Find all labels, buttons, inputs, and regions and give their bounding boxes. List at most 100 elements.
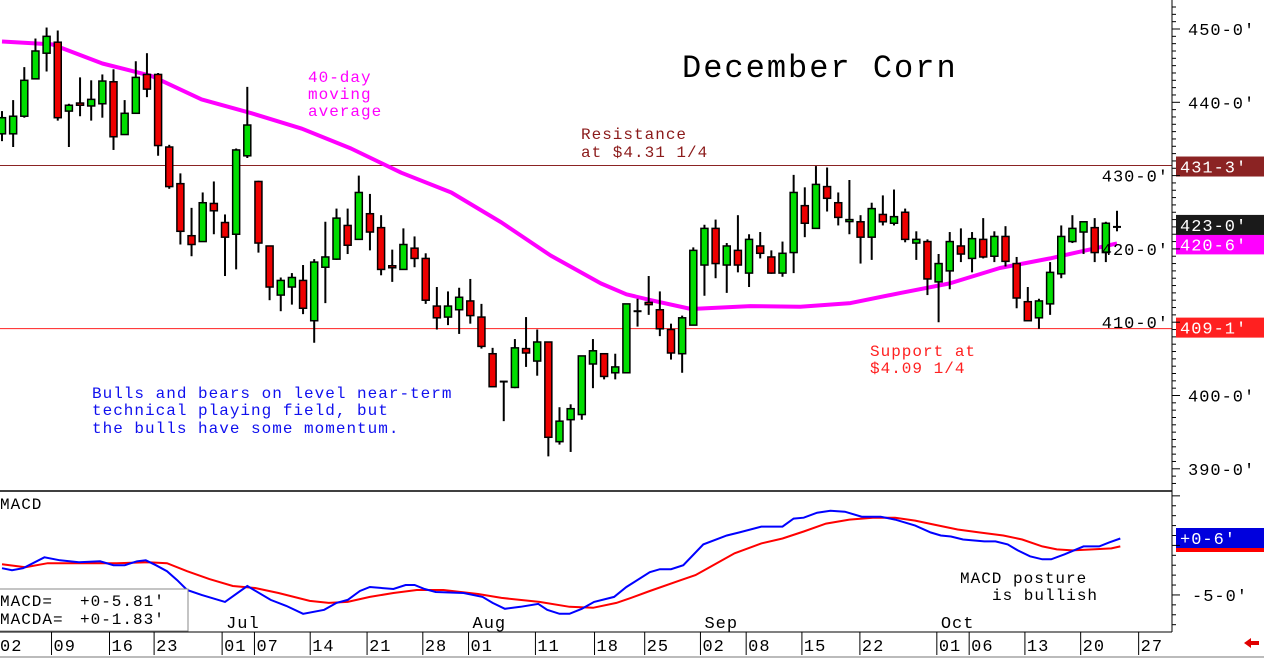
candle-body-down <box>388 265 397 269</box>
moving-average-price-label: 420-6' <box>1180 237 1247 256</box>
candle <box>466 278 475 324</box>
date-tick-label: 06 <box>971 638 993 657</box>
candle-body-down <box>900 211 910 241</box>
commentary-line: the bulls have some momentum. <box>92 420 399 438</box>
candle <box>477 303 486 349</box>
candle-body-up <box>321 256 330 268</box>
candle <box>923 239 932 296</box>
candle-body-up <box>1034 300 1044 319</box>
candle-body-up <box>510 347 520 389</box>
candle <box>755 232 765 259</box>
candle-body-up <box>934 262 943 283</box>
candle-body-up <box>332 217 341 260</box>
candle <box>75 77 85 117</box>
date-tick-label: 02 <box>702 638 724 657</box>
macd-panel-label: MACD <box>0 496 42 514</box>
date-tick-label: 08 <box>748 638 770 657</box>
month-label: Aug <box>473 615 507 634</box>
candle <box>376 215 386 276</box>
candle <box>733 215 743 273</box>
candle <box>309 259 319 343</box>
candle <box>86 80 96 121</box>
moving-average-line <box>1 39 1118 311</box>
candle <box>276 277 285 312</box>
candle-body-down <box>265 245 274 288</box>
candle-body-up <box>532 341 542 362</box>
macd-note-line: is bullish <box>992 587 1098 605</box>
candle-body-up <box>1068 227 1077 243</box>
candle-body-up <box>64 104 74 112</box>
candle <box>64 103 74 148</box>
commentary-line: technical playing field, but <box>92 402 389 420</box>
candle-body-up <box>1045 271 1055 305</box>
candle-body-down <box>410 247 419 260</box>
candle-body-up <box>1057 235 1066 275</box>
scroll-right-arrow-icon[interactable] <box>1244 638 1259 648</box>
candle <box>822 167 832 212</box>
date-tick-label: 02 <box>0 638 22 657</box>
candle <box>700 224 709 296</box>
candle <box>142 53 152 98</box>
candle-body-up <box>309 261 319 322</box>
candle <box>31 38 40 80</box>
candle <box>845 179 854 235</box>
candle <box>544 341 553 457</box>
candle <box>1034 298 1044 329</box>
support-note-line: $4.09 1/4 <box>870 360 965 378</box>
candle-body-down <box>153 73 163 147</box>
candle <box>354 175 364 241</box>
ma-note-line: 40-day <box>308 69 372 87</box>
candle-body-down <box>220 221 230 238</box>
candle <box>666 323 676 360</box>
candle <box>165 144 174 189</box>
date-tick-label: 01 <box>224 638 246 657</box>
candle <box>1079 221 1088 255</box>
candle-body-down <box>767 256 776 274</box>
candle <box>443 291 453 326</box>
candle-body-up <box>443 305 453 318</box>
candle <box>611 353 620 380</box>
month-label: Sep <box>704 615 738 634</box>
candle-body-up <box>945 240 954 272</box>
commentary-line: Bulls and bears on level near-term <box>92 385 452 403</box>
resistance-note: Resistance at $4.31 1/4 <box>581 126 707 162</box>
candle-body-down <box>477 316 486 348</box>
candle-body-down <box>800 204 810 224</box>
candle-body-up <box>700 227 709 266</box>
candle <box>532 329 542 376</box>
candle <box>254 180 263 253</box>
candle-body-down <box>421 257 430 301</box>
candle-body-up <box>744 238 754 274</box>
candle <box>265 245 274 301</box>
candle <box>298 265 308 315</box>
candle <box>722 243 731 293</box>
price-axis-label: 390-0' <box>1188 462 1255 481</box>
candle <box>990 231 999 263</box>
candle-body-down <box>343 224 352 246</box>
macd-last-value-box <box>1176 528 1264 548</box>
candle-body-up <box>845 218 854 223</box>
candle <box>1045 262 1055 315</box>
candle-body-up <box>912 238 921 244</box>
date-tick-label: 16 <box>112 638 134 657</box>
candle-body-up <box>555 420 564 443</box>
candle-body-down <box>878 213 888 223</box>
candle <box>176 173 185 245</box>
candle-body-up <box>611 366 620 374</box>
candle <box>153 72 163 156</box>
candle <box>900 208 910 243</box>
candle <box>978 218 988 259</box>
candle-body-down <box>544 341 553 439</box>
candle <box>388 249 397 282</box>
candle <box>120 100 129 136</box>
candle <box>109 69 118 150</box>
candle <box>800 187 810 238</box>
ma-note-line: moving <box>308 86 372 104</box>
candle-body-up <box>198 201 207 243</box>
candle <box>332 208 341 260</box>
candle-body-down <box>834 201 843 219</box>
macd-axis-label: -5-0' <box>1192 588 1248 607</box>
candle-body-down <box>365 212 375 233</box>
candle <box>20 67 29 118</box>
